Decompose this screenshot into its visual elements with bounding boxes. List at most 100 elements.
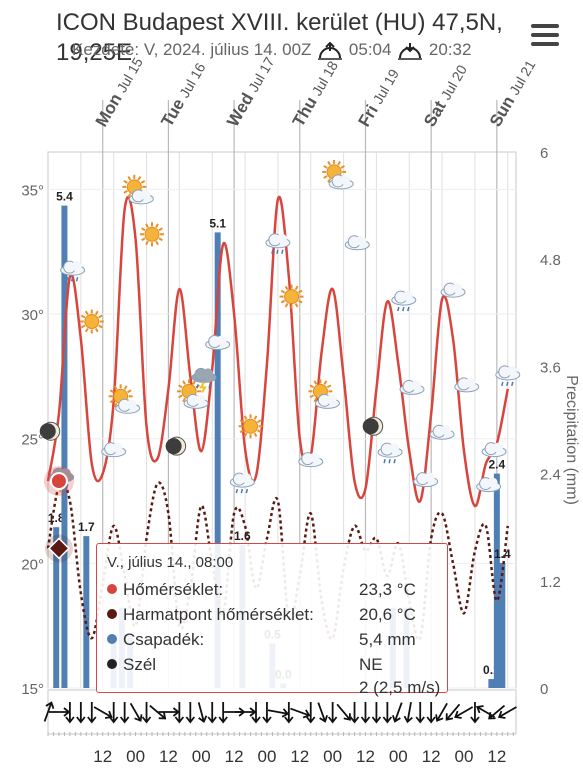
sun-cloud-icon — [122, 174, 154, 205]
precip-bar — [493, 473, 500, 688]
sunset-time: 20:32 — [428, 40, 472, 59]
tooltip-row-wind: Szél — [107, 654, 156, 676]
wind-arrow — [284, 702, 294, 724]
wind-arrow — [108, 702, 119, 724]
wind-arrow — [87, 702, 97, 724]
x-tick-label: 00 — [455, 747, 474, 766]
day-label: Fri Jul 19 — [354, 65, 402, 130]
x-tick-label: 00 — [257, 747, 276, 766]
wind-arrow — [470, 702, 480, 724]
wind-arrow — [360, 702, 371, 724]
wind-arrow — [65, 702, 75, 724]
precip-bar — [499, 562, 506, 688]
chart-title: ICON Budapest XVIII. kerület (HU) 47,5N,… — [56, 9, 503, 66]
sun-icon — [279, 284, 304, 309]
moon-icon — [39, 421, 61, 441]
x-tick-label: 12 — [93, 747, 112, 766]
sun-cloud-icon — [308, 379, 340, 409]
cloud-icon — [429, 424, 455, 440]
wind-arrow — [267, 708, 290, 718]
wind-arrow — [415, 702, 425, 724]
precip-data-label: 1.7 — [78, 520, 95, 534]
cloud-rain-icon — [495, 365, 521, 387]
wind-arrow — [488, 704, 506, 720]
y-left-tick: 20° — [21, 556, 44, 573]
tooltip: V., július 14., 08:00 Hőmérséklet: 23,3 … — [96, 543, 448, 697]
cloud-icon — [399, 379, 425, 395]
y-left-tick: 15° — [21, 681, 44, 698]
precip-data-label: 1.4 — [494, 547, 511, 561]
wind-arrow — [207, 702, 217, 724]
y-left-tick: 25° — [21, 432, 44, 449]
cloud-rain-icon — [391, 290, 417, 312]
wind-arrow — [306, 702, 316, 724]
cloud-rain-icon — [265, 233, 291, 254]
precip-bar — [214, 232, 221, 688]
sun-cloud-icon — [108, 384, 141, 414]
day-label: Sat Jul 20 — [420, 61, 471, 130]
sun-cloud-icon — [177, 379, 209, 409]
wind-arrow — [382, 702, 393, 724]
day-label: Tue Jul 16 — [157, 59, 209, 130]
wind-arrow — [336, 703, 351, 721]
moon-icon — [362, 416, 384, 436]
wind-arrow — [327, 702, 338, 724]
precip-bar — [83, 536, 90, 688]
cloud-icon — [298, 452, 324, 468]
x-tick-label: 12 — [356, 747, 375, 766]
tooltip-value: 5,4 mm — [359, 630, 416, 649]
day-date: Jul 20 — [437, 62, 470, 103]
day-date: Jul 19 — [369, 66, 402, 107]
day-date: Jul 15 — [113, 55, 146, 96]
wind-arrow — [262, 702, 272, 724]
day-date: Jul 16 — [176, 60, 209, 101]
temperature-highlight-marker — [49, 472, 68, 491]
cloud-icon — [205, 334, 231, 350]
wind-arrow — [141, 702, 152, 724]
forecast-start-label: Kezdete: V, 2024. július 14. 00Z — [72, 40, 312, 59]
cloud-rain-icon — [229, 472, 255, 494]
day-date: Jul 18 — [308, 58, 341, 99]
tooltip-value: 23,3 °C — [359, 580, 416, 599]
wind-arrow — [129, 702, 143, 722]
precip-data-label: 1.6 — [234, 529, 251, 543]
tooltip-label: Hőmérséklet: — [123, 580, 224, 599]
wind-arrow — [235, 707, 257, 717]
wind-arrow — [185, 702, 196, 724]
tooltip-label: Harmatpont hőmérséklet: — [123, 605, 314, 624]
dewpoint-highlight-marker — [47, 537, 70, 560]
sunrise-time: 05:04 — [348, 40, 392, 59]
wind-arrow — [445, 703, 461, 721]
tooltip-row-dewpoint: Harmatpont hőmérséklet: — [107, 604, 314, 626]
wind-arrow — [349, 702, 360, 724]
cloud-icon — [344, 235, 370, 251]
wind-arrow — [76, 702, 86, 724]
cloud-icon — [481, 442, 507, 458]
precip-bar — [61, 205, 68, 688]
y-right-tick: 0 — [540, 681, 548, 698]
wind-arrow — [119, 702, 130, 724]
y-right-tick: 4.8 — [540, 252, 561, 269]
tooltip-row-precipitation: Csapadék: — [107, 629, 204, 651]
wind-arrow — [317, 702, 329, 723]
day-label: Wed Jul 17 — [223, 53, 278, 130]
wind-arrow — [454, 706, 474, 719]
tooltip-value: 20,6 °C — [359, 605, 416, 624]
wind-arrow — [435, 702, 448, 722]
tooltip-wind-speed: 2 (2,5 m/s) — [359, 678, 441, 697]
x-tick-label: 00 — [323, 747, 342, 766]
x-tick-label: 00 — [126, 747, 145, 766]
x-tick-label: 00 — [389, 747, 408, 766]
tooltip-row-temperature: Hőmérséklet: — [107, 579, 223, 601]
cloud-icon — [454, 377, 480, 393]
wind-arrow — [251, 702, 261, 724]
cloud-rain-icon — [377, 442, 403, 464]
sun-icon — [79, 309, 104, 334]
menu-icon[interactable] — [531, 24, 559, 46]
day-date: Jul 17 — [245, 54, 278, 95]
wind-arrow — [48, 707, 71, 717]
sun-icon — [238, 414, 263, 439]
wind-arrow — [43, 701, 55, 722]
cloud-rain-icon — [60, 260, 86, 282]
sun-cloud-icon — [322, 159, 354, 190]
